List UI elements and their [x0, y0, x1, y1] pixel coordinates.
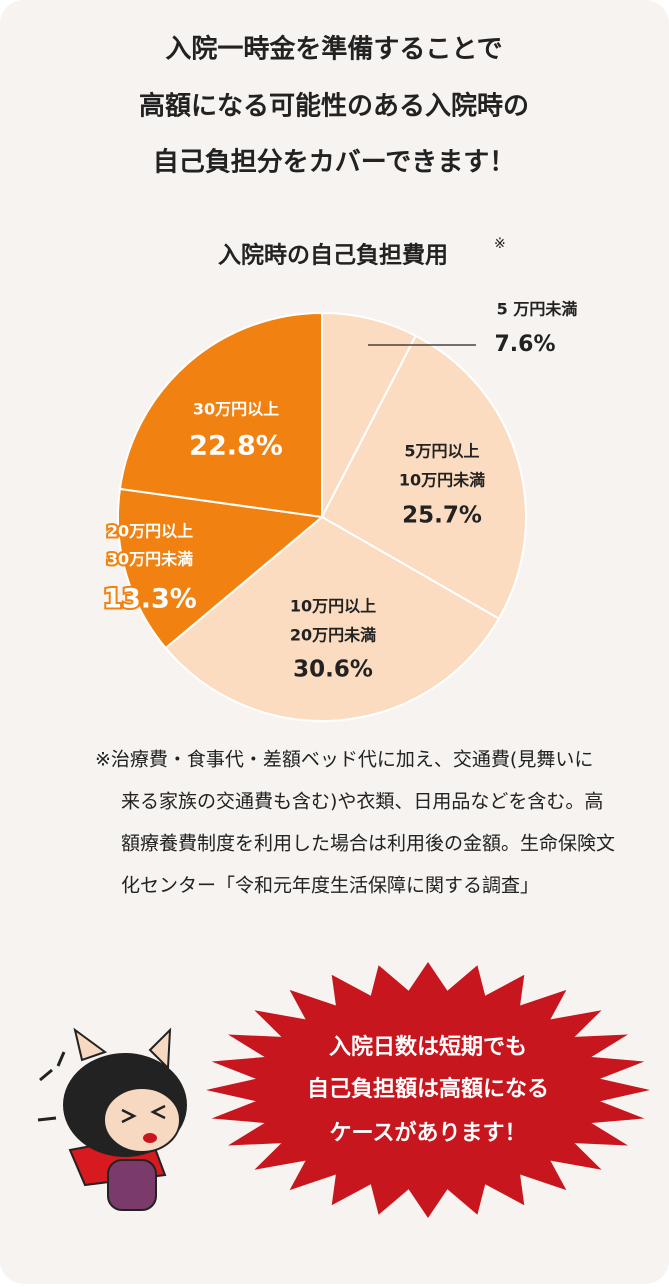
slice-label: 10万円以上 — [290, 597, 376, 616]
note-line: 額療養費制度を利用した場合は利用後の金額。生命保険文 — [121, 833, 615, 855]
character — [37, 1027, 187, 1211]
pie-slice — [321, 311, 418, 518]
note-line: 来る家族の交通費も含む)や衣類、日用品などを含む。高 — [121, 791, 603, 813]
value-label: 25.7% — [402, 503, 482, 529]
badge-line: 自己負担額は高額になる — [307, 1076, 549, 1102]
starburst — [206, 962, 650, 1218]
headline: 自己負担分をカバーできます！ — [153, 147, 515, 178]
chart-title: 入院時の自己負担費用 — [218, 242, 448, 269]
slice-label: 5万円以上 — [404, 442, 479, 461]
headline: 高額になる可能性のある入院時の — [139, 91, 529, 122]
note-line: ※治療費・食事代・差額ベッド代に加え、交通費(見舞いに — [95, 749, 593, 771]
value-label: 13.3% — [103, 584, 197, 615]
value-label: 22.8% — [189, 431, 283, 462]
pie-slice — [118, 311, 323, 519]
slice-label: 5 万円未満 — [497, 300, 578, 319]
note-line: 化センター「令和元年度生活保障に関する調査」 — [121, 875, 539, 897]
slice-label: 20万円以上 — [107, 522, 193, 541]
chart-title-mark: ※ — [494, 236, 506, 252]
badge-line: ケースがあります！ — [330, 1120, 527, 1146]
slice-label: 10万円未満 — [399, 471, 485, 490]
headline: 入院一時金を準備することで — [165, 34, 502, 65]
pie-slice — [117, 487, 325, 650]
slice-label: 30万円以上 — [193, 400, 279, 419]
value-label: 7.6% — [494, 332, 555, 357]
badge-line: 入院日数は短期でも — [329, 1034, 527, 1060]
slice-label: 20万円未満 — [290, 626, 376, 645]
pie-slice — [164, 515, 501, 722]
value-label: 30.6% — [293, 657, 373, 683]
pie-slice — [320, 334, 527, 620]
slice-label: 30万円未満 — [107, 550, 193, 569]
